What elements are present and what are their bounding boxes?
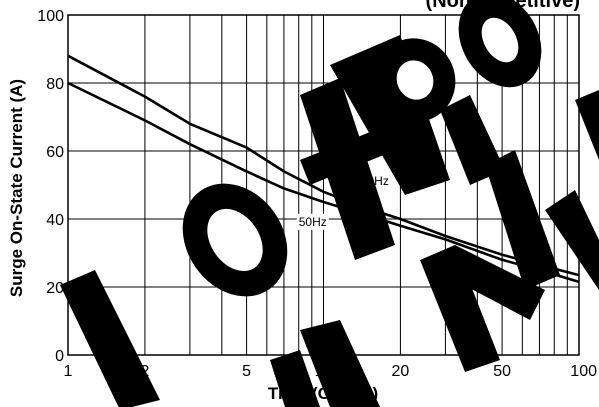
watermark-R: [330, 35, 450, 195]
watermark-N: [60, 270, 160, 407]
x-tick-label: 20: [392, 363, 410, 380]
y-tick-label: 20: [46, 280, 64, 297]
y-tick-label: 80: [46, 76, 64, 93]
x-tick-label: 100: [570, 363, 597, 380]
y-tick-label: 0: [55, 348, 64, 365]
watermark-not-recommended: [60, 0, 599, 407]
watermark-r: [545, 190, 599, 290]
x-tick-label: 5: [242, 363, 251, 380]
annotation-bg: [296, 213, 329, 230]
y-tick-label: 40: [46, 212, 64, 229]
watermark-N2: [420, 245, 500, 372]
y-tick-labels: 0 20 40 60 80 100: [37, 8, 64, 365]
y-tick-label: 60: [46, 144, 64, 161]
y-tick-label: 100: [37, 8, 64, 25]
x-tick-label: 50: [493, 363, 511, 380]
annotation-label: 50Hz: [299, 215, 327, 229]
x-tick-label: 1: [64, 363, 73, 380]
y-axis-title: Surge On-State Current (A): [7, 79, 26, 297]
